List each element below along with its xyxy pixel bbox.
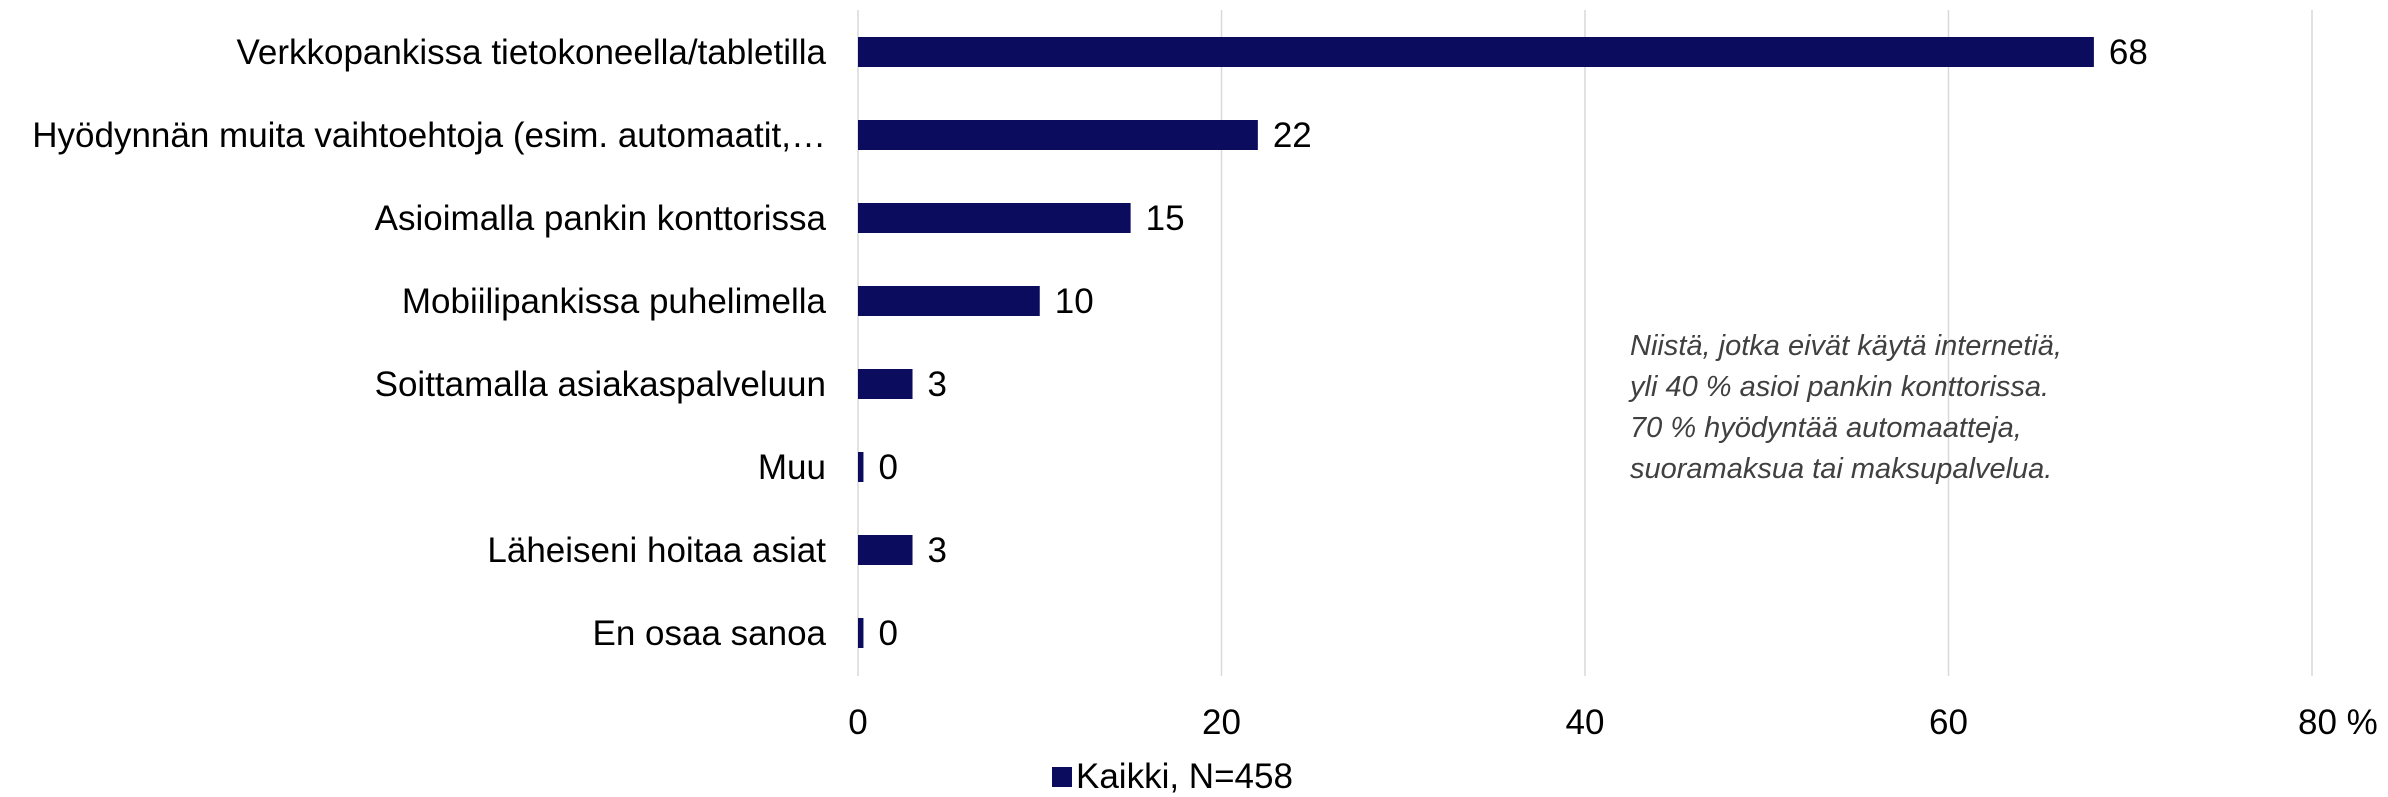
data-label: 0 [878, 448, 897, 487]
category-label: Mobiilipankissa puhelimella [402, 282, 827, 321]
category-label: En osaa sanoa [592, 614, 826, 653]
x-tick-label: 0 [848, 703, 867, 742]
data-label: 15 [1146, 199, 1185, 238]
annotation-line: yli 40 % asioi pankin konttorissa. [1630, 371, 2050, 403]
gridlines [857, 10, 2313, 676]
x-tick-label: 80 % [2298, 703, 2378, 742]
bar [858, 369, 913, 399]
bar [858, 203, 1131, 233]
data-label: 68 [2109, 33, 2148, 72]
bar [858, 535, 913, 565]
bars [858, 37, 2094, 648]
legend-label: Kaikki, N=458 [1076, 757, 1293, 796]
category-label: Muu [758, 448, 826, 487]
category-label: Soittamalla asiakaspalveluun [375, 365, 826, 404]
bar [858, 37, 2094, 67]
x-tick-label: 40 [1566, 703, 1605, 742]
bar [858, 618, 864, 648]
annotation-line: 70 % hyödyntää automaatteja, [1630, 412, 2022, 444]
annotation-line: Niistä, jotka eivät käytä internetiä, [1630, 330, 2062, 362]
bar [858, 452, 864, 482]
data-label: 0 [878, 614, 897, 653]
chart-annotation: Niistä, jotka eivät käytä internetiä, yl… [1630, 326, 2062, 490]
category-label: Läheiseni hoitaa asiat [487, 531, 826, 570]
x-tick-label: 60 [1929, 703, 1968, 742]
legend-swatch [1052, 767, 1072, 787]
bar [858, 286, 1040, 316]
category-label: Hyödynnän muita vaihtoehtoja (esim. auto… [32, 116, 826, 155]
data-label: 22 [1273, 116, 1312, 155]
annotation-line: suoramaksua tai maksupalvelua. [1630, 453, 2053, 485]
data-label: 3 [928, 531, 947, 570]
category-label: Asioimalla pankin konttorissa [375, 199, 827, 238]
x-tick-label: 20 [1202, 703, 1241, 742]
labels: 0 20 40 60 80 % Verkkopankissa tietokoneella/… [32, 33, 2378, 742]
bar [858, 120, 1258, 150]
data-label: 3 [928, 365, 947, 404]
data-label: 10 [1055, 282, 1094, 321]
category-label: Verkkopankissa tietokoneella/tabletilla [236, 33, 826, 72]
legend: Kaikki, N=458 [1052, 757, 1293, 797]
